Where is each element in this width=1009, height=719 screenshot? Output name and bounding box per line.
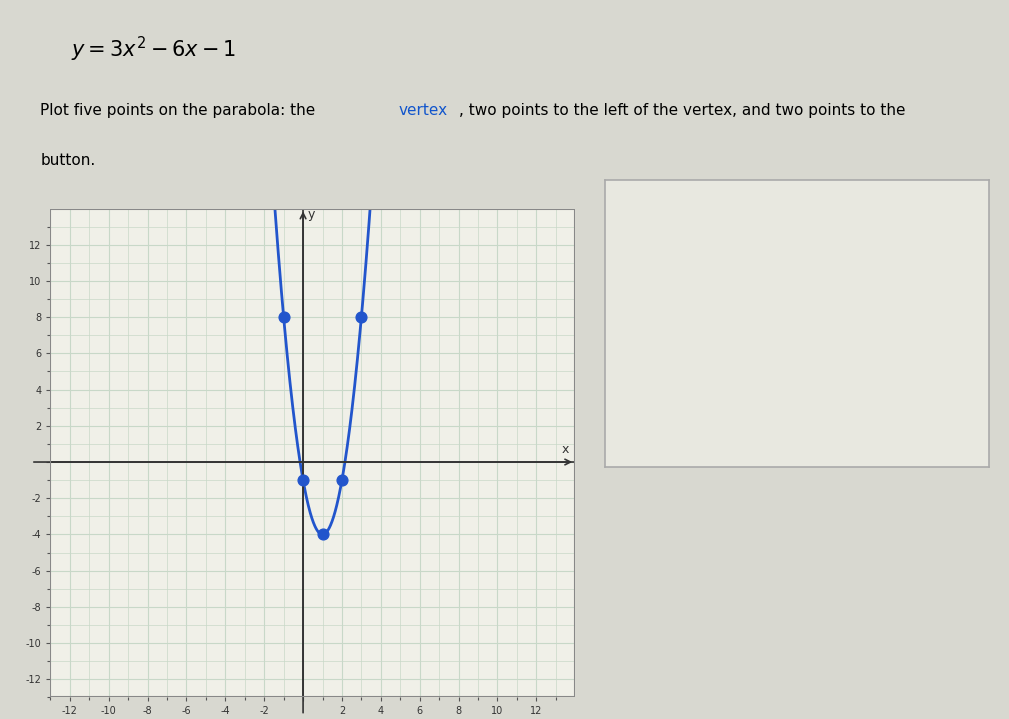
Bar — [50, 209, 575, 697]
Text: x: x — [562, 443, 569, 456]
Text: y: y — [307, 208, 315, 221]
Point — [353, 311, 369, 323]
Text: , two points to the left of the vertex, and two points to the: , two points to the left of the vertex, … — [459, 103, 906, 118]
Point — [275, 311, 292, 323]
Text: Plot five points on the parabola: the: Plot five points on the parabola: the — [40, 103, 321, 118]
Point — [315, 528, 331, 540]
Text: vertex: vertex — [399, 103, 448, 118]
Text: $y = 3x^2 - 6x - 1$: $y = 3x^2 - 6x - 1$ — [71, 35, 236, 64]
Point — [295, 475, 311, 486]
Point — [334, 475, 350, 486]
Text: button.: button. — [40, 153, 96, 168]
